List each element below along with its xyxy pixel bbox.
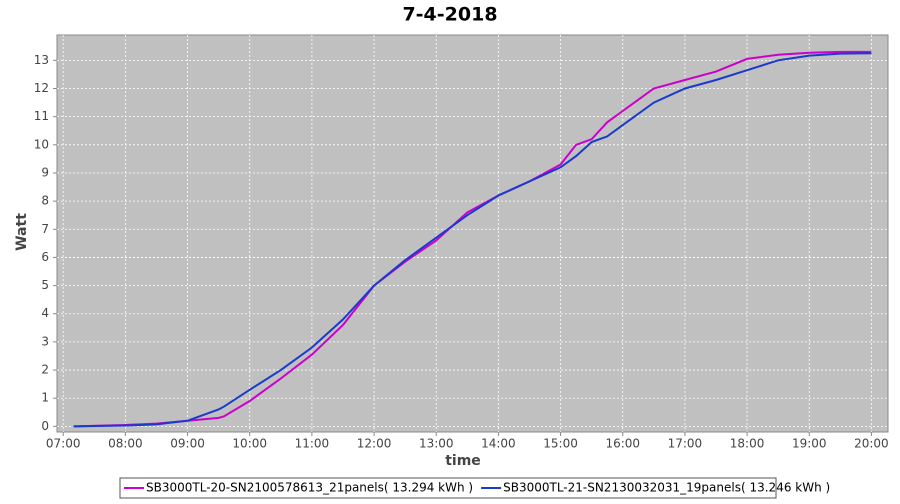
x-tick-label: 13:00 [419, 437, 454, 451]
legend-label: SB3000TL-21-SN2130032031_19panels( 13.24… [503, 481, 830, 495]
y-tick-label: 4 [41, 306, 49, 320]
x-axis-label: time [445, 453, 481, 469]
y-tick-label: 13 [34, 53, 49, 67]
y-tick-label: 7 [41, 222, 49, 236]
y-tick-label: 3 [41, 334, 49, 348]
y-tick-label: 8 [41, 194, 49, 208]
x-tick-label: 20:00 [854, 437, 889, 451]
x-tick-label: 16:00 [605, 437, 640, 451]
x-tick-label: 07:00 [46, 437, 81, 451]
y-tick-label: 9 [41, 165, 49, 179]
y-tick-label: 6 [41, 250, 49, 264]
legend-box [119, 477, 777, 499]
y-tick-label: 0 [41, 419, 49, 433]
y-tick-label: 11 [34, 109, 49, 123]
y-tick-label: 5 [41, 278, 49, 292]
x-tick-label: 08:00 [108, 437, 143, 451]
y-axis-label: Watt [14, 213, 30, 251]
x-tick-label: 11:00 [295, 437, 330, 451]
x-tick-label: 10:00 [232, 437, 267, 451]
y-tick-label: 10 [34, 137, 49, 151]
x-tick-label: 18:00 [730, 437, 765, 451]
x-tick-label: 09:00 [170, 437, 205, 451]
chart-title: 7-4-2018 [402, 4, 497, 26]
x-tick-label: 14:00 [481, 437, 516, 451]
y-tick-label: 2 [41, 363, 49, 377]
y-tick-label: 1 [41, 391, 49, 405]
x-tick-label: 19:00 [792, 437, 827, 451]
x-tick-label: 15:00 [543, 437, 578, 451]
x-tick-label: 17:00 [668, 437, 703, 451]
legend-label: SB3000TL-20-SN2100578613_21panels( 13.29… [146, 481, 473, 495]
x-tick-label: 12:00 [357, 437, 392, 451]
plot-area [56, 34, 889, 433]
series-line [73, 52, 872, 428]
y-tick-label: 12 [34, 81, 49, 95]
